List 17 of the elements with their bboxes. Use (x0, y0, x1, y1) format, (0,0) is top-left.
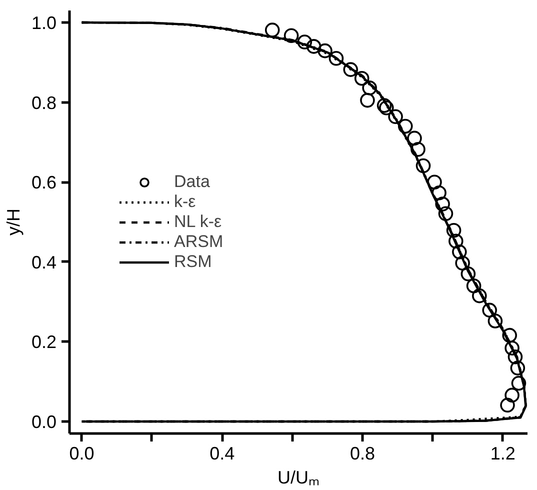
x-tick-label: 1.2 (490, 444, 516, 464)
y-tick-label: 0.2 (31, 332, 57, 352)
legend-label: k-ε (174, 192, 196, 212)
legend-label: ARSM (174, 232, 224, 252)
legend-label: NL k-ε (174, 212, 222, 232)
y-tick-label: 0.6 (31, 172, 57, 193)
y-tick-label: 0.4 (31, 252, 57, 272)
x-axis-title: U/Uₘ (278, 468, 320, 488)
y-axis-title: y/H (3, 208, 24, 236)
legend-label: Data (174, 172, 210, 192)
legend-label: RSM (174, 252, 212, 272)
x-tick-label: 0.0 (69, 444, 94, 464)
y-tick-label: 0.0 (31, 412, 57, 432)
x-tick-label: 0.4 (210, 444, 235, 464)
y-tick-label: 0.8 (31, 92, 57, 113)
x-tick-label: 0.8 (350, 444, 376, 464)
y-tick-label: 1.0 (31, 12, 57, 33)
